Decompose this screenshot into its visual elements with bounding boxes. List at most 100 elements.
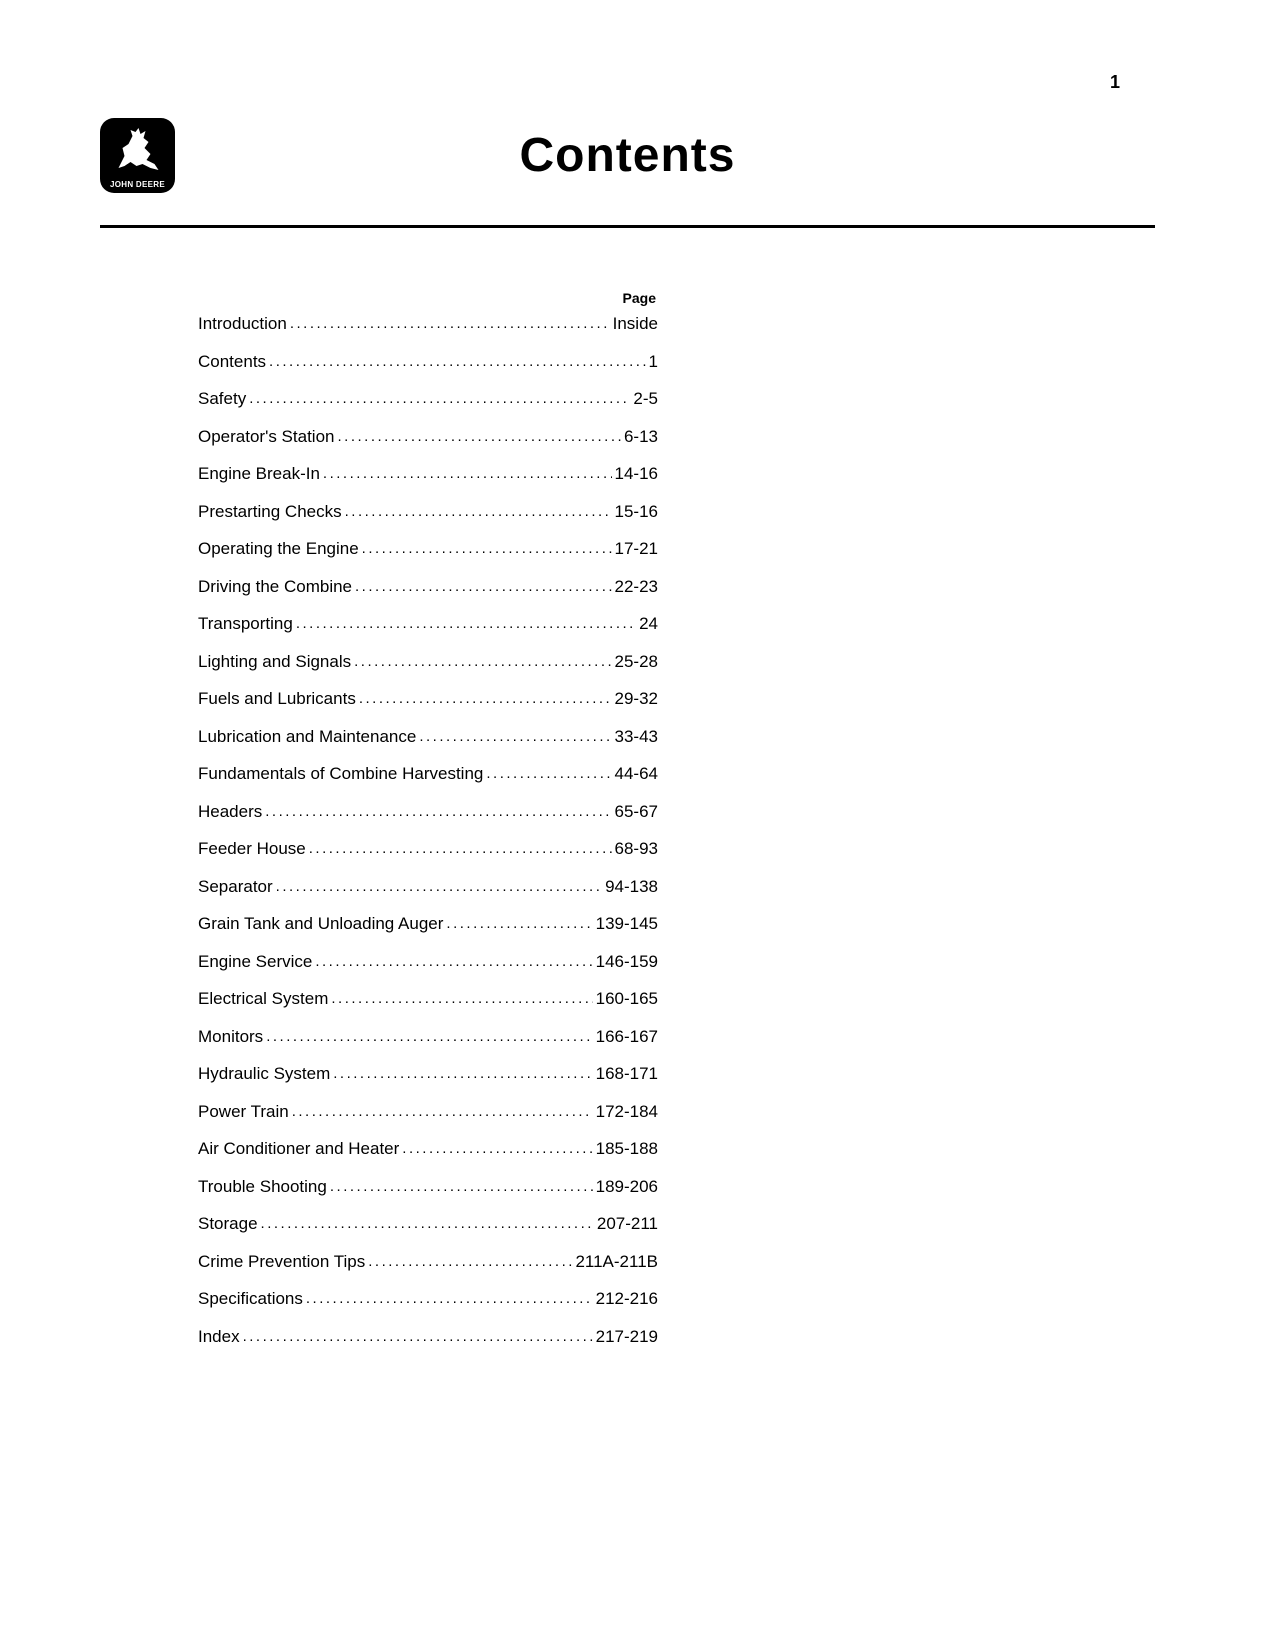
toc-entry-page: 189-206	[596, 1177, 658, 1197]
toc-entry-title: Grain Tank and Unloading Auger	[198, 914, 443, 934]
toc-leader-dots: ........................................…	[402, 1140, 592, 1157]
toc-leader-dots: ........................................…	[315, 953, 592, 970]
toc-leader-dots: ........................................…	[368, 1253, 572, 1270]
toc-entry-page: 44-64	[615, 764, 658, 784]
toc-entry-title: Driving the Combine	[198, 577, 352, 597]
toc-leader-dots: ........................................…	[362, 540, 612, 557]
toc-entry: Electrical System.......................…	[198, 989, 658, 1009]
toc-entry: Hydraulic System........................…	[198, 1064, 658, 1084]
toc-entry: Fundamentals of Combine Harvesting......…	[198, 764, 658, 784]
toc-entry-title: Transporting	[198, 614, 293, 634]
toc-leader-dots: ........................................…	[290, 315, 610, 332]
toc-entry-page: 2-5	[633, 389, 658, 409]
toc-entry-title: Hydraulic System	[198, 1064, 330, 1084]
toc-entry-page: 17-21	[615, 539, 658, 559]
deer-icon	[110, 126, 165, 174]
toc-entry-title: Index	[198, 1327, 240, 1347]
toc-entry-title: Air Conditioner and Heater	[198, 1139, 399, 1159]
toc-entry-title: Safety	[198, 389, 246, 409]
toc-entry-title: Operating the Engine	[198, 539, 359, 559]
toc-entry-page: 65-67	[615, 802, 658, 822]
toc-leader-dots: ........................................…	[269, 353, 645, 370]
toc-entry: Driving the Combine.....................…	[198, 577, 658, 597]
toc-entry: Feeder House............................…	[198, 839, 658, 859]
toc-entry: Engine Break-In.........................…	[198, 464, 658, 484]
toc-entry: Introduction............................…	[198, 314, 658, 334]
toc-entry-title: Power Train	[198, 1102, 289, 1122]
toc-entry-page: Inside	[613, 314, 658, 334]
toc-entry-page: 15-16	[615, 502, 658, 522]
toc-entry-title: Feeder House	[198, 839, 306, 859]
toc-entry: Contents................................…	[198, 352, 658, 372]
toc-entry: Lighting and Signals....................…	[198, 652, 658, 672]
toc-leader-dots: ........................................…	[306, 1290, 593, 1307]
toc-entry-page: 14-16	[615, 464, 658, 484]
toc-entry-title: Separator	[198, 877, 273, 897]
toc-entry: Operator's Station......................…	[198, 427, 658, 447]
toc-entry: Lubrication and Maintenance.............…	[198, 727, 658, 747]
toc-entry: Monitors................................…	[198, 1027, 658, 1047]
toc-leader-dots: ........................................…	[354, 653, 611, 670]
contents-list: Page Introduction.......................…	[198, 290, 658, 1364]
toc-leader-dots: ........................................…	[355, 578, 612, 595]
toc-entry-title: Specifications	[198, 1289, 303, 1309]
toc-entry-page: 207-211	[597, 1214, 658, 1234]
toc-entry: Transporting............................…	[198, 614, 658, 634]
header: JOHN DEERE Contents	[100, 118, 1155, 203]
toc-entry-title: Operator's Station	[198, 427, 334, 447]
toc-entry-title: Contents	[198, 352, 266, 372]
toc-entry: Safety..................................…	[198, 389, 658, 409]
toc-leader-dots: ........................................…	[296, 615, 636, 632]
page-number: 1	[1110, 72, 1120, 93]
toc-leader-dots: ........................................…	[266, 1028, 592, 1045]
toc-entry-title: Monitors	[198, 1027, 263, 1047]
horizontal-rule	[100, 225, 1155, 228]
toc-entry: Operating the Engine....................…	[198, 539, 658, 559]
toc-entry-title: Fundamentals of Combine Harvesting	[198, 764, 483, 784]
toc-entry: Grain Tank and Unloading Auger..........…	[198, 914, 658, 934]
toc-entry-title: Lighting and Signals	[198, 652, 351, 672]
toc-entry-page: 6-13	[624, 427, 658, 447]
toc-entry-page: 160-165	[596, 989, 658, 1009]
toc-entry-page: 211A-211B	[575, 1252, 658, 1272]
toc-entry-page: 168-171	[596, 1064, 658, 1084]
toc-leader-dots: ........................................…	[359, 690, 612, 707]
toc-entry-page: 33-43	[615, 727, 658, 747]
toc-leader-dots: ........................................…	[419, 728, 611, 745]
toc-entry-title: Introduction	[198, 314, 287, 334]
toc-entry: Storage.................................…	[198, 1214, 658, 1234]
brand-text: JOHN DEERE	[110, 180, 165, 189]
toc-entry-page: 29-32	[615, 689, 658, 709]
toc-entry-page: 166-167	[596, 1027, 658, 1047]
toc-entry-page: 25-28	[615, 652, 658, 672]
toc-entry: Trouble Shooting........................…	[198, 1177, 658, 1197]
toc-entry-title: Crime Prevention Tips	[198, 1252, 365, 1272]
toc-entry: Headers.................................…	[198, 802, 658, 822]
toc-leader-dots: ........................................…	[249, 390, 630, 407]
toc-entry-page: 22-23	[615, 577, 658, 597]
toc-entry-page: 24	[639, 614, 658, 634]
toc-entry: Power Train.............................…	[198, 1102, 658, 1122]
toc-entry: Crime Prevention Tips...................…	[198, 1252, 658, 1272]
toc-leader-dots: ........................................…	[486, 765, 611, 782]
brand-logo: JOHN DEERE	[100, 118, 175, 193]
toc-entry-title: Headers	[198, 802, 262, 822]
toc-entry-title: Electrical System	[198, 989, 328, 1009]
toc-entry-title: Engine Service	[198, 952, 312, 972]
toc-leader-dots: ........................................…	[323, 465, 612, 482]
toc-entry-page: 185-188	[596, 1139, 658, 1159]
page-title: Contents	[100, 128, 1155, 183]
toc-leader-dots: ........................................…	[333, 1065, 592, 1082]
toc-leader-dots: ........................................…	[243, 1328, 593, 1345]
toc-leader-dots: ........................................…	[446, 915, 592, 932]
toc-entry: Index...................................…	[198, 1327, 658, 1347]
toc-entry: Fuels and Lubricants....................…	[198, 689, 658, 709]
toc-entry-page: 68-93	[615, 839, 658, 859]
toc-entry-page: 172-184	[596, 1102, 658, 1122]
toc-entry-page: 212-216	[596, 1289, 658, 1309]
toc-entry-title: Fuels and Lubricants	[198, 689, 356, 709]
toc-entry: Engine Service..........................…	[198, 952, 658, 972]
toc-entry: Separator...............................…	[198, 877, 658, 897]
toc-entry: Prestarting Checks......................…	[198, 502, 658, 522]
toc-leader-dots: ........................................…	[345, 503, 612, 520]
